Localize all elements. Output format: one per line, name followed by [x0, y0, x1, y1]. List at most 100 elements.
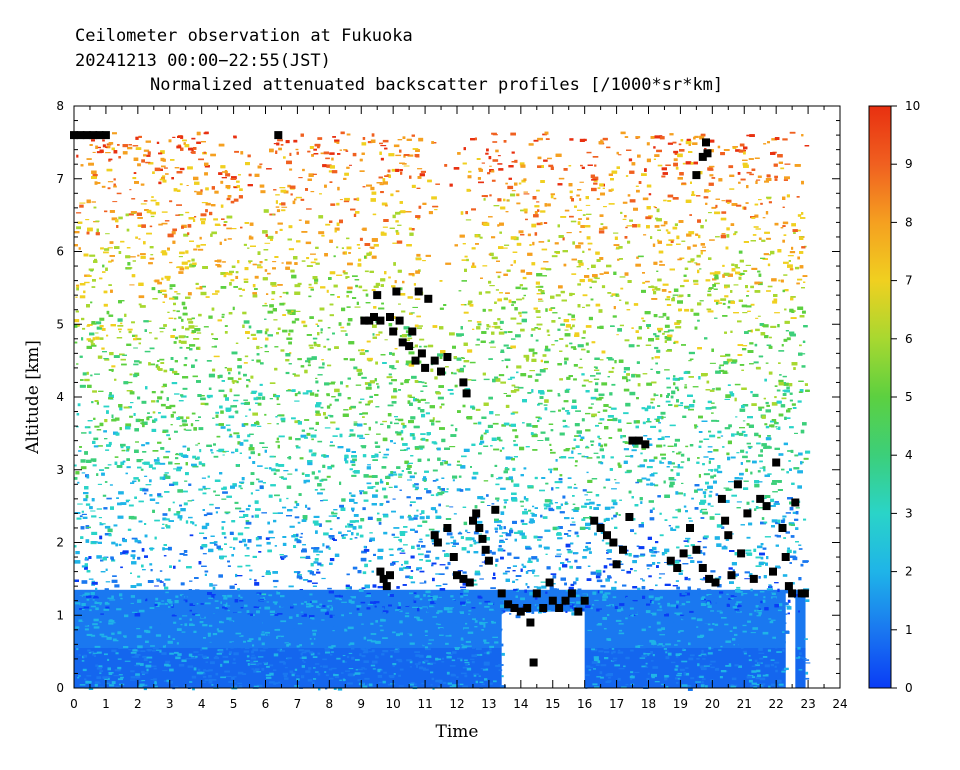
backscatter-speckle	[74, 131, 811, 691]
colorbar	[868, 105, 892, 689]
cloud-base-marker	[545, 578, 554, 587]
chart-title-date: 20241213 00:00−22:55(JST)	[75, 51, 331, 71]
cloud-base-marker	[625, 513, 634, 521]
cloud-base-marker	[430, 356, 439, 365]
x-tick-label: 0	[70, 697, 78, 711]
cloud-base-marker	[408, 327, 417, 336]
cloud-base-marker	[89, 131, 98, 140]
cloud-base-marker	[609, 538, 618, 547]
cloud-base-marker	[769, 567, 777, 576]
cloud-base-marker	[449, 553, 458, 561]
colorbar-tick-label: 6	[905, 332, 913, 346]
y-tick-label: 3	[56, 463, 64, 477]
cloud-base-marker	[76, 131, 85, 140]
chart-title-station: Ceilometer observation at Fukuoka	[75, 26, 413, 46]
cloud-base-marker	[516, 607, 525, 616]
cloud-base-marker	[392, 287, 401, 296]
cloud-base-marker	[465, 578, 474, 587]
cloud-base-marker	[612, 560, 621, 569]
colorbar-ticks: 0 1 2 3 4 5 6 7 8 9 10	[891, 99, 920, 695]
x-tick-label: 6	[262, 697, 270, 711]
cloud-base-marker	[360, 316, 369, 325]
plot-area	[74, 131, 811, 691]
colorbar-tick-label: 7	[905, 274, 913, 288]
x-tick-label: 11	[417, 697, 432, 711]
x-tick-label: 24	[832, 697, 847, 711]
cloud-base-marker	[437, 367, 445, 376]
y-axis-label: Altitude [km]	[23, 340, 43, 455]
cloud-base-marker	[555, 604, 564, 612]
x-tick-label: 22	[769, 697, 784, 711]
cloud-base-marker	[459, 378, 468, 387]
cloud-base-marker	[443, 353, 452, 361]
cloud-base-marker	[743, 509, 752, 518]
colorbar-tick-label: 3	[905, 506, 913, 520]
cloud-base-marker	[603, 531, 611, 540]
colorbar-tick-label: 0	[905, 681, 913, 695]
x-tick-label: 14	[513, 697, 528, 711]
cloud-base-marker	[274, 131, 283, 140]
cloud-base-marker	[95, 131, 104, 140]
x-tick-label: 23	[800, 697, 815, 711]
y-tick-label: 6	[56, 245, 64, 259]
cloud-base-marker	[692, 545, 701, 554]
cloud-base-marker	[532, 589, 541, 598]
cloud-base-marker	[666, 556, 675, 565]
cloud-base-marker	[510, 604, 519, 612]
cloud-base-marker	[395, 316, 404, 325]
cloud-base-marker	[389, 327, 398, 336]
cloud-base-marker	[724, 531, 733, 540]
cloud-base-marker	[411, 356, 420, 365]
cloud-base-marker	[580, 596, 589, 605]
cloud-base-marker	[101, 131, 110, 140]
cloud-base-marker	[484, 556, 493, 565]
cloud-base-marker	[762, 502, 771, 511]
cloud-base-marker	[382, 582, 391, 591]
cloud-base-marker	[596, 524, 605, 532]
cloud-base-marker	[679, 549, 688, 558]
cloud-base-marker	[472, 509, 481, 518]
x-tick-label: 2	[134, 697, 142, 711]
cloud-base-marker	[469, 516, 477, 525]
x-tick-label: 10	[386, 697, 401, 711]
x-tick-label: 3	[166, 697, 174, 711]
x-axis-label: Time	[436, 722, 479, 742]
cloud-base-marker	[772, 458, 781, 467]
colorbar-tick-label: 10	[905, 99, 920, 113]
cloud-base-marker	[459, 574, 468, 583]
cloud-base-marker	[475, 524, 484, 532]
cloud-base-marker	[702, 138, 710, 147]
cloud-base-marker	[491, 505, 500, 514]
cloud-base-marker	[376, 567, 385, 576]
cloud-base-marker	[788, 589, 797, 598]
cloud-base-marker	[481, 545, 490, 554]
cloud-base-marker	[686, 524, 694, 532]
y-tick-label: 1	[56, 608, 64, 622]
chart-title-quantity: Normalized attenuated backscatter profil…	[150, 75, 723, 95]
x-tick-label: 17	[609, 697, 624, 711]
cloud-base-marker	[529, 658, 538, 667]
y-tick-label: 5	[56, 317, 64, 331]
signal-gap	[785, 593, 796, 688]
x-tick-label: 1	[102, 697, 110, 711]
cloud-base-marker	[781, 553, 790, 561]
cloud-base-marker	[504, 600, 513, 609]
y-axis: 0 1 2 3 4 5 6 7 8	[56, 99, 840, 695]
cloud-base-marker	[703, 149, 712, 158]
colorbar-tick-label: 5	[905, 390, 913, 404]
colorbar-tick-label: 4	[905, 448, 913, 462]
cloud-base-marker	[756, 494, 765, 503]
cloud-base-marker	[711, 578, 720, 587]
cloud-base-marker	[548, 596, 557, 605]
x-tick-label: 18	[641, 697, 656, 711]
cloud-base-marker	[778, 524, 787, 532]
cloud-base-marker	[619, 545, 627, 554]
cloud-base-marker	[370, 313, 378, 321]
cloud-base-marker	[733, 480, 742, 489]
cloud-base-marker	[698, 564, 707, 572]
cloud-base-marker	[373, 291, 382, 300]
cloud-base-marker	[749, 574, 758, 583]
y-tick-label: 0	[56, 681, 64, 695]
x-tick-label: 8	[326, 697, 334, 711]
x-tick-label: 20	[705, 697, 720, 711]
